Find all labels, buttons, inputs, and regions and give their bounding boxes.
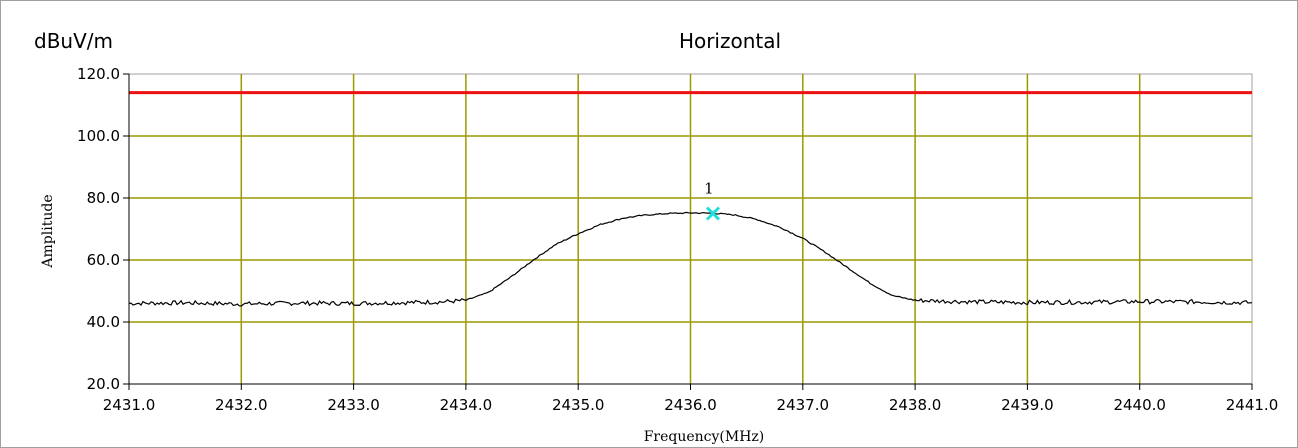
- marker-group: 1: [704, 180, 721, 221]
- x-tick-label: 2434.0: [440, 396, 493, 414]
- x-tick-label: 2441.0: [1226, 396, 1279, 414]
- x-tick-label: 2440.0: [1113, 396, 1166, 414]
- y-axis-label: Amplitude: [40, 194, 56, 268]
- marker-label: 1: [704, 180, 714, 198]
- x-tick-label: 2437.0: [777, 396, 830, 414]
- y-tick-label: 60.0: [87, 251, 120, 269]
- y-tick-label: 20.0: [87, 375, 120, 393]
- peak-marker: [705, 206, 721, 221]
- x-tick-label: 2435.0: [552, 396, 605, 414]
- x-axis-label: Frequency(MHz): [644, 429, 765, 445]
- axes: 2431.0 2432.0 2433.0 2434.0 2435.0 2436.0 2437…: [77, 65, 1278, 414]
- chart-title: Horizontal: [679, 29, 781, 53]
- unit-label: dBuV/m: [34, 29, 113, 53]
- y-tick-label: 80.0: [87, 189, 120, 207]
- x-tick-label: 2432.0: [215, 396, 268, 414]
- series-group: [128, 211, 1253, 307]
- x-tick-label: 2436.0: [664, 396, 717, 414]
- grid: [128, 73, 1253, 385]
- y-tick-label: 120.0: [77, 65, 120, 83]
- x-tick-label: 2431.0: [103, 396, 156, 414]
- x-tick-label: 2439.0: [1001, 396, 1054, 414]
- y-tick-label: 40.0: [87, 313, 120, 331]
- x-tick-label: 2433.0: [327, 396, 380, 414]
- y-tick-label: 100.0: [77, 127, 120, 145]
- x-tick-label: 2438.0: [889, 396, 942, 414]
- series-line: [128, 211, 1253, 307]
